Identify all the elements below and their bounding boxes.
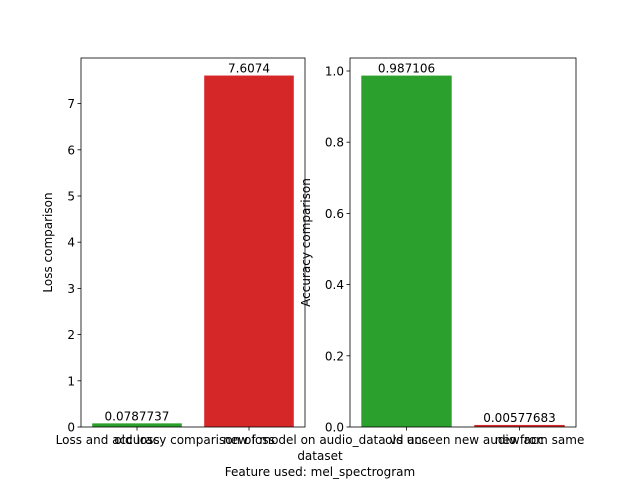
caption-line-1: Loss and accuracy comparison of model on…: [55, 433, 585, 447]
bar-1-0: [361, 75, 452, 428]
data-label-0-0: 0.0787737: [105, 409, 170, 423]
y-tick-label-1-2: 0.4: [325, 278, 344, 292]
x-tick-label-0-1: new loss: [223, 433, 275, 447]
y-tick-label-0-6: 6: [67, 143, 75, 157]
data-label-1-1: 0.00577683: [483, 411, 556, 425]
loss-chart: 0.0787737 old loss 7.6074 new loss 0 1 2 3 4 5 6 7 L…: [41, 57, 306, 447]
x-tick-label-1-0: old acc: [385, 433, 428, 447]
bar-0-0: [92, 423, 182, 427]
y-tick-label-1-0: 0.0: [325, 421, 344, 435]
caption-line-2: dataset: [297, 449, 343, 463]
accuracy-chart: 0.987106 old acc 0.00577683 new acc 0.0 0.2 0.…: [299, 57, 577, 447]
axes-frame-1: [349, 57, 577, 428]
y-tick-label-0-5: 5: [67, 189, 75, 203]
y-axis-label-1: Accuracy comparison: [299, 178, 313, 307]
y-tick-label-0-0: 0: [67, 421, 75, 435]
x-tick-label-0-0: old loss: [114, 433, 159, 447]
y-tick-label-0-1: 1: [67, 374, 75, 388]
axes-frame-0: [80, 57, 306, 428]
y-tick-label-1-5: 1.0: [325, 64, 344, 78]
y-tick-label-0-4: 4: [67, 236, 75, 250]
y-tick-label-1-4: 0.8: [325, 136, 344, 150]
y-tick-label-1-3: 0.6: [325, 207, 344, 221]
y-axis-label-0: Loss comparison: [41, 192, 55, 292]
bar-1-1: [474, 424, 565, 427]
caption-line-3: Feature used: mel_spectrogram: [224, 465, 416, 479]
data-label-0-1: 7.6074: [228, 62, 270, 76]
y-tick-label-1-1: 0.2: [325, 349, 344, 363]
bar-0-1: [204, 75, 294, 428]
data-label-1-0: 0.987106: [378, 62, 435, 76]
y-tick-label-0-2: 2: [67, 328, 75, 342]
y-tick-label-0-3: 3: [67, 282, 75, 296]
y-tick-label-0-7: 7: [67, 97, 75, 111]
x-tick-label-1-1: new acc: [495, 433, 544, 447]
